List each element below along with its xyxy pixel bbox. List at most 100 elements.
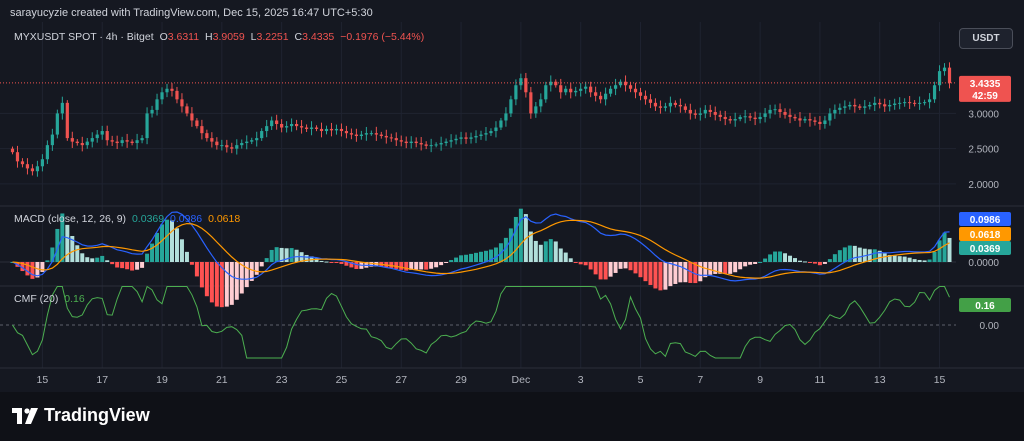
candle-body (125, 140, 129, 142)
price-pane[interactable] (0, 62, 956, 177)
chart-canvas[interactable]: 3.0000 2.5000 2.0000 0.0000 0.00 15 17 19 21 23 2… (0, 0, 1024, 392)
macd-histogram-bar (289, 248, 294, 262)
macd-histogram-bar (902, 256, 907, 262)
time-axis-tick: 19 (156, 374, 168, 386)
macd-histogram-bar (493, 247, 498, 262)
candle-body (922, 102, 927, 104)
macd-histogram-bar (892, 255, 897, 262)
macd-histogram-bar (613, 262, 618, 273)
macd-histogram-bar (768, 254, 773, 262)
candle-body (668, 102, 672, 107)
candle-body (75, 141, 79, 144)
time-axis[interactable]: 15 17 19 21 23 25 27 29 Dec 3 5 7 9 11 13 15 (37, 374, 946, 386)
macd-histogram-bar (583, 262, 588, 266)
candle-body (175, 90, 179, 100)
price-axis[interactable]: 3.0000 2.5000 2.0000 0.0000 0.00 (968, 109, 999, 332)
macd-histogram-bar (100, 255, 105, 262)
candle-body (389, 137, 393, 139)
macd-histogram-bar (673, 262, 678, 284)
macd-histogram-bar (783, 253, 788, 262)
macd-histogram-bar (389, 262, 394, 268)
candle-body (160, 92, 164, 100)
macd-histogram-bar (538, 244, 543, 262)
macd-histogram-bar (354, 262, 359, 269)
candle-body (853, 104, 857, 107)
macd-histogram-bar (199, 262, 204, 288)
macd-histogram-bar (35, 262, 40, 278)
candle-body (290, 124, 294, 127)
macd-histogram-bar (45, 260, 50, 262)
candle-body (349, 133, 354, 135)
macd-histogram-bar (135, 262, 140, 270)
macd-value-badge-bg (959, 212, 1011, 226)
macd-histogram-bar (274, 247, 279, 262)
candle-body (549, 81, 553, 86)
macd-histogram-bar (872, 249, 877, 262)
candle-body (15, 152, 20, 162)
close-label: C (294, 31, 303, 43)
candle-body (863, 106, 867, 108)
macd-histogram-bar (429, 262, 434, 269)
macd-histogram-bar (718, 262, 723, 274)
candle-body (628, 85, 633, 89)
cmf-pane[interactable] (0, 285, 956, 359)
candle-body (618, 81, 623, 86)
macd-histogram-bar (907, 257, 912, 262)
macd-histogram-bar (578, 262, 583, 265)
tradingview-logo[interactable]: TradingView (12, 405, 150, 426)
candle-body (768, 109, 772, 114)
candle-body (878, 102, 882, 105)
macd-pane[interactable] (0, 208, 956, 308)
candle-body (579, 88, 583, 91)
candle-body (329, 128, 334, 131)
macd-histogram-bar (937, 240, 942, 262)
candle-body (539, 99, 543, 107)
candle-body (294, 124, 299, 127)
candle-body (534, 106, 538, 114)
candle-body (738, 116, 742, 120)
macd-histogram-bar (469, 253, 474, 262)
macd-histogram-bar (65, 224, 70, 262)
candle-body (404, 141, 408, 144)
macd-histogram-bar (807, 262, 812, 263)
macd-histogram-bar (857, 247, 862, 262)
candle-body (285, 126, 289, 128)
candle-body (50, 134, 54, 146)
candle-body (25, 164, 30, 169)
candle-body (30, 168, 35, 172)
macd-histogram-bar (414, 262, 419, 270)
macd-histogram-bar (743, 262, 748, 267)
macd-histogram-bar (209, 262, 214, 303)
candle-body (180, 99, 184, 107)
macd-histogram-bar (678, 262, 683, 283)
macd-histogram-bar (145, 253, 150, 262)
candle-body (569, 88, 573, 93)
macd-histogram-bar (304, 254, 309, 262)
cmf-value-badge-text: 0.16 (975, 301, 995, 312)
macd-value-badge-text: 0.0986 (970, 215, 1001, 226)
time-axis-tick: 7 (697, 374, 703, 386)
candle-body (763, 113, 767, 117)
currency-button[interactable]: USDT (959, 28, 1013, 49)
macd-legend-macd: 0.0986 (170, 213, 203, 225)
macd-histogram-bar (513, 216, 518, 262)
macd-histogram-bar (618, 262, 623, 269)
signal-line (12, 219, 950, 279)
macd-histogram-bar (214, 262, 219, 307)
macd-legend-name[interactable]: MACD (close, 12, 26, 9) (14, 213, 127, 225)
macd-histogram-bar (603, 262, 608, 280)
symbol-name[interactable]: MYXUSDT SPOT · 4h · Bitget (14, 31, 154, 43)
candle-body (663, 106, 668, 108)
candle-body (828, 113, 832, 121)
macd-histogram-bar (882, 253, 887, 262)
macd-histogram-bar (917, 259, 922, 262)
candle-body (324, 128, 329, 132)
candle-body (504, 113, 508, 121)
candle-body (673, 102, 677, 105)
candle-body (35, 166, 40, 172)
cmf-legend-name[interactable]: CMF (20) (14, 293, 59, 305)
candle-body (813, 120, 817, 122)
macd-histogram-bar (70, 235, 75, 262)
macd-histogram-bar (738, 262, 743, 270)
